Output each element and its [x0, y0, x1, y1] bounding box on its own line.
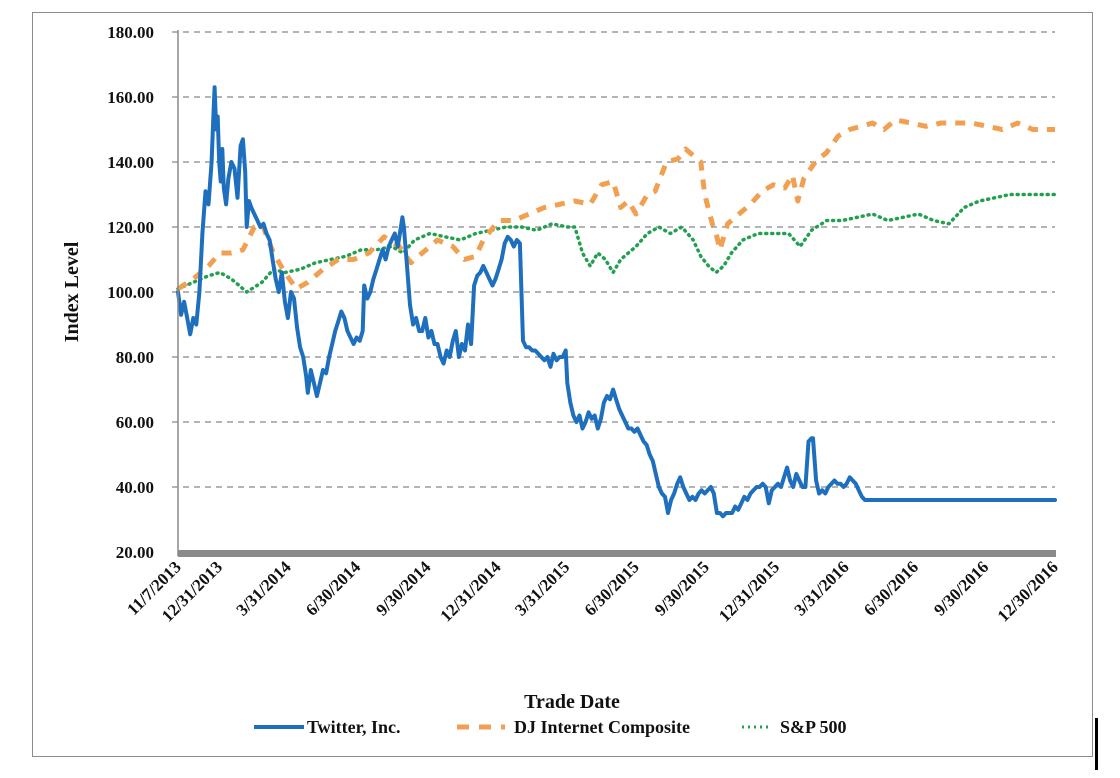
edge-marker — [1095, 718, 1098, 770]
chart-frame — [32, 12, 1093, 757]
x-tick-label: 6/30/2016 — [860, 557, 922, 619]
y-tick-label: 100.00 — [107, 283, 154, 302]
x-tick-label: 9/30/2015 — [651, 557, 713, 619]
series-line-s-p-500 — [176, 192, 1057, 294]
series-line-twitter-inc — [176, 85, 1057, 519]
legend-item-twitter: Twitter, Inc. — [254, 717, 401, 737]
x-tick-label: 12/31/2015 — [715, 557, 783, 625]
y-tick-label: 80.00 — [116, 348, 154, 367]
legend-label-sp500: S&P 500 — [780, 717, 847, 737]
y-tick-labels: 20.00 40.00 60.00 80.00 100.00 120.00 140.00 16… — [107, 23, 154, 562]
legend: Twitter, Inc. DJ Internet Composite S&P … — [254, 717, 847, 737]
x-tick-label: 9/30/2016 — [930, 557, 992, 619]
series-lines — [176, 85, 1057, 519]
x-tick-label: 12/31/2014 — [436, 557, 505, 626]
y-tick-label: 140.00 — [107, 153, 154, 172]
x-tick-label: 6/30/2014 — [302, 557, 365, 620]
gridlines — [172, 31, 1055, 488]
y-tick-label: 160.00 — [107, 88, 154, 107]
series-line-dj-internet-composite — [176, 117, 1055, 292]
x-axis — [178, 550, 1056, 557]
x-tick-label: 12/30/2016 — [994, 557, 1062, 625]
x-tick-label: 3/31/2015 — [511, 557, 573, 619]
legend-item-sp500: S&P 500 — [742, 717, 847, 737]
y-tick-label: 20.00 — [116, 543, 154, 562]
legend-item-dj-internet: DJ Internet Composite — [457, 717, 690, 737]
legend-label-twitter: Twitter, Inc. — [307, 717, 401, 737]
y-axis-title: Index Level — [61, 241, 83, 342]
x-tick-label: 3/31/2016 — [790, 557, 852, 619]
x-tick-label: 6/30/2015 — [581, 557, 643, 619]
y-tick-label: 120.00 — [107, 218, 154, 237]
y-tick-label: 40.00 — [116, 478, 154, 497]
x-tick-label: 9/30/2014 — [372, 557, 435, 620]
legend-label-dj-internet: DJ Internet Composite — [514, 717, 690, 737]
y-tick-label: 60.00 — [116, 413, 154, 432]
x-tick-label: 3/31/2014 — [233, 557, 296, 620]
x-axis-title: Trade Date — [524, 691, 620, 713]
y-tick-label: 180.00 — [107, 23, 154, 42]
